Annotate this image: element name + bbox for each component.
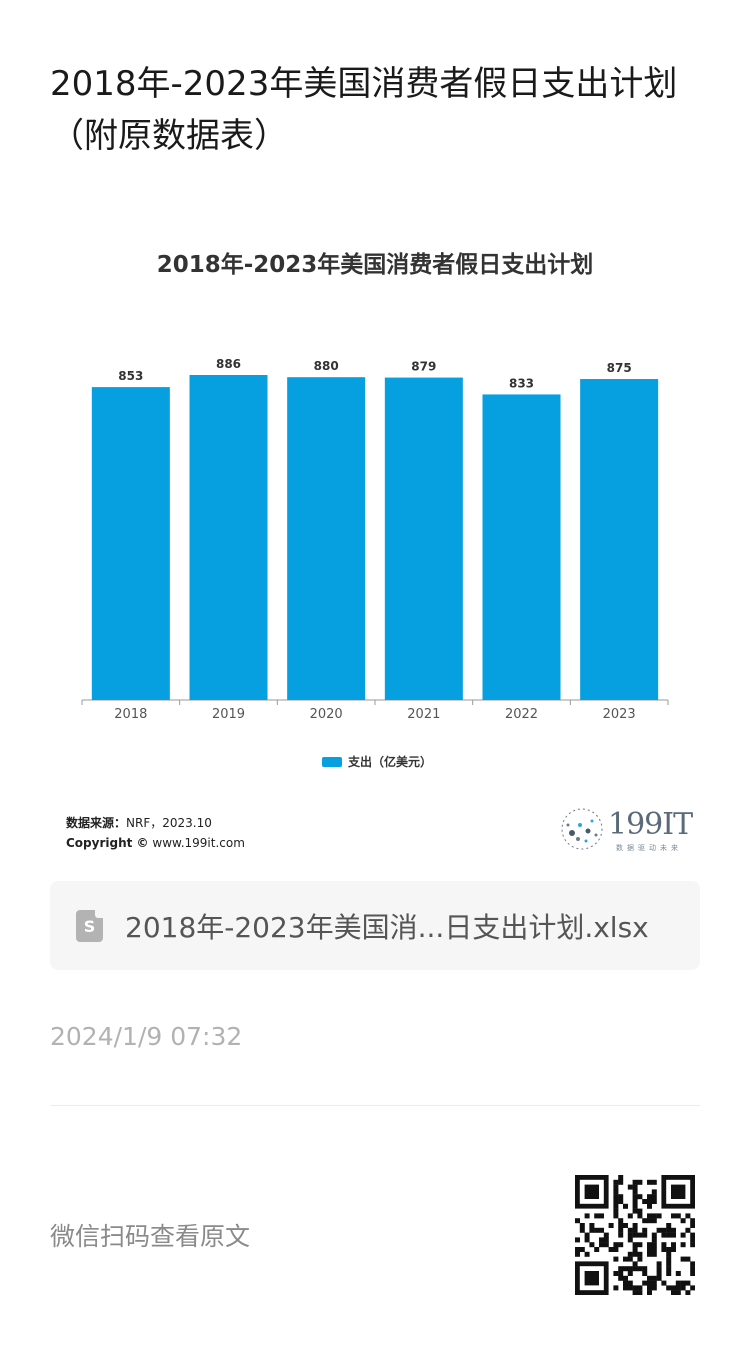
legend-swatch: [322, 756, 342, 767]
data-label-2022: 833: [509, 376, 534, 390]
brand-logo: 199IT 数据驱动未来: [558, 803, 698, 859]
legend-label: 支出（亿美元）: [348, 755, 433, 769]
wechat-scan-hint: 微信扫码查看原文: [50, 1222, 251, 1251]
divider: [50, 1105, 700, 1106]
brand-tagline: 数据驱动未来: [616, 844, 682, 852]
source-value: NRF，2023.10: [126, 816, 212, 830]
spreadsheet-file-icon: S: [76, 909, 103, 942]
brand-logo-icon: [561, 808, 603, 850]
data-label-2020: 880: [314, 359, 339, 373]
chart-card: 853 2018 886 2019 880 2020 879 2021 833 2022 875 20…: [50, 225, 700, 865]
source-label: 数据来源：: [66, 816, 127, 830]
page-title: 2018年-2023年美国消费者假日支出计划（附原数据表）: [50, 64, 678, 156]
bar-chart: 853 2018 886 2019 880 2020 879 2021 833 2022 875 20…: [81, 357, 669, 722]
brand-name: 199IT: [608, 807, 693, 842]
bar-2023: [580, 379, 659, 700]
source-line: 数据来源：NRF，2023.10: [66, 813, 245, 833]
qr-code-icon[interactable]: [575, 1175, 695, 1295]
data-label-2019: 886: [216, 357, 241, 371]
x-tick-label-2018: 2018: [114, 707, 147, 722]
copyright-line: Copyright © www.199it.com: [66, 833, 245, 853]
data-label-2023: 875: [607, 361, 632, 375]
bar-2020: [287, 377, 366, 700]
bar-2018: [91, 387, 170, 700]
copyright-value: www.199it.com: [152, 836, 245, 850]
x-tick-label-2019: 2019: [212, 707, 245, 722]
x-tick-label-2023: 2023: [603, 707, 636, 722]
x-tick-label-2020: 2020: [310, 707, 343, 722]
source-note: 数据来源：NRF，2023.10 Copyright © www.199it.c…: [66, 813, 245, 853]
chart-legend: 支出（亿美元）: [322, 753, 432, 770]
x-tick-label-2021: 2021: [407, 707, 440, 722]
data-label-2021: 879: [411, 360, 436, 374]
chart-title: 2018年-2023年美国消费者假日支出计划: [156, 252, 594, 278]
attachment-file-card[interactable]: S 2018年-2023年美国消...日支出计划.xlsx: [50, 881, 700, 970]
x-tick-label-2022: 2022: [505, 707, 538, 722]
copyright-label: Copyright ©: [66, 836, 149, 850]
bar-2021: [384, 377, 463, 700]
bar-2022: [482, 394, 561, 700]
attachment-file-name[interactable]: 2018年-2023年美国消...日支出计划.xlsx: [125, 910, 649, 944]
file-icon-glyph: S: [83, 916, 96, 936]
publish-timestamp: 2024/1/9 07:32: [50, 1022, 243, 1051]
bar-2019: [189, 375, 268, 700]
data-label-2018: 853: [118, 369, 143, 383]
